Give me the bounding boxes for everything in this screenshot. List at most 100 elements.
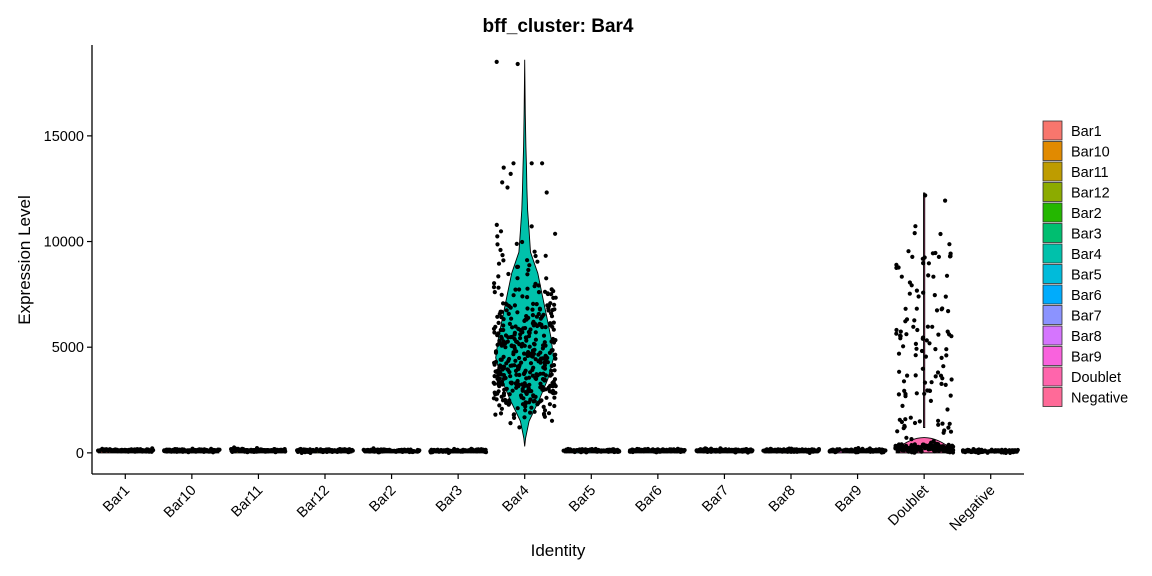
data-point: [123, 448, 128, 454]
data-point: [935, 370, 941, 375]
data-point: [513, 287, 518, 292]
data-point: [499, 334, 504, 339]
data-point: [521, 326, 526, 331]
data-point: [494, 59, 499, 64]
data-point: [451, 448, 456, 453]
data-point: [904, 435, 909, 440]
data-point: [104, 447, 109, 452]
data-point: [501, 327, 506, 333]
data-point: [405, 447, 411, 452]
data-point: [517, 425, 522, 430]
legend-swatch: [1042, 161, 1063, 182]
data-point: [803, 448, 808, 453]
data-point: [538, 385, 543, 390]
data-point: [381, 447, 386, 452]
data-point: [494, 222, 499, 227]
data-point: [933, 250, 938, 256]
data-point: [533, 357, 538, 362]
data-point: [212, 449, 217, 454]
data-point: [857, 448, 862, 453]
data-point: [934, 445, 939, 450]
data-point: [903, 306, 908, 311]
data-point: [508, 421, 513, 426]
violin-group: [827, 446, 888, 455]
data-point: [233, 447, 238, 452]
data-point: [911, 324, 916, 329]
legend: Bar1 Bar10 Bar11 Bar12 Bar2 Bar3 Bar4 Bar5 Bar6 B…: [1042, 120, 1128, 407]
data-point: [509, 380, 514, 385]
data-point: [551, 391, 556, 396]
legend-label: Bar4: [1071, 247, 1102, 263]
data-point: [517, 363, 522, 368]
data-point: [549, 418, 555, 423]
data-point: [900, 403, 905, 408]
data-point: [909, 283, 914, 288]
data-point: [913, 353, 918, 358]
data-point: [915, 327, 920, 333]
data-point: [530, 307, 535, 312]
data-point: [901, 379, 907, 384]
data-point: [537, 306, 543, 311]
data-point: [535, 259, 540, 264]
data-point: [527, 263, 532, 268]
legend-swatch: [1042, 243, 1063, 264]
data-point: [481, 448, 486, 453]
data-point: [540, 346, 546, 351]
legend-label: Bar11: [1071, 165, 1109, 181]
data-point: [429, 448, 434, 453]
data-point: [503, 345, 508, 350]
data-point: [925, 445, 930, 450]
data-point: [279, 449, 284, 454]
data-point: [498, 411, 504, 416]
data-point: [507, 370, 512, 375]
violin-group: [229, 445, 288, 455]
data-point: [525, 286, 530, 291]
data-point: [665, 449, 670, 454]
data-point: [527, 330, 532, 335]
data-point: [522, 415, 527, 420]
data-point: [532, 284, 537, 289]
y-tick-label: 15000: [44, 129, 84, 145]
data-point: [495, 234, 500, 239]
data-point: [908, 415, 913, 420]
data-point: [503, 301, 508, 306]
data-point: [197, 448, 202, 453]
data-point: [508, 374, 513, 379]
data-point: [493, 412, 498, 417]
data-point: [500, 253, 505, 258]
data-point: [994, 449, 999, 454]
data-point: [496, 320, 501, 325]
data-point: [313, 448, 318, 453]
data-point: [411, 449, 416, 454]
data-point: [542, 408, 548, 413]
data-point: [301, 447, 306, 452]
data-point: [529, 405, 534, 410]
data-point: [834, 449, 839, 454]
data-point: [917, 419, 922, 424]
data-point: [532, 342, 537, 347]
data-point: [897, 447, 902, 452]
data-point: [440, 448, 445, 453]
legend-swatch: [1042, 346, 1063, 366]
x-tick-label: Bar7: [699, 483, 732, 516]
data-point: [495, 391, 500, 396]
data-point: [938, 444, 944, 449]
data-point: [932, 293, 937, 298]
y-axis-ticks: 0 5000 10000 15000: [44, 129, 92, 462]
data-point: [508, 335, 513, 340]
data-point: [528, 361, 534, 366]
data-point: [506, 358, 511, 363]
data-point: [936, 254, 942, 259]
data-point: [907, 291, 912, 296]
data-point: [974, 448, 979, 453]
data-point: [947, 421, 952, 426]
data-point: [550, 348, 555, 353]
data-point: [372, 448, 377, 453]
data-point: [365, 448, 370, 453]
data-point: [912, 420, 918, 426]
data-point: [927, 341, 932, 346]
data-point: [174, 447, 180, 452]
y-tick-label: 10000: [44, 235, 84, 251]
data-point: [923, 193, 928, 198]
